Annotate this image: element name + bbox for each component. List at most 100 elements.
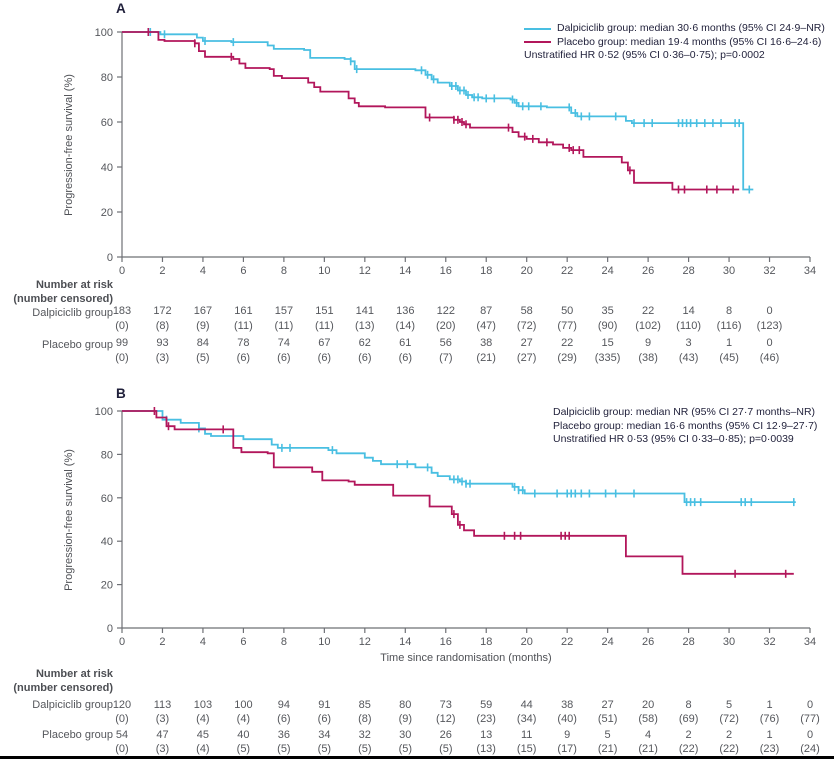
dalpiciclib-censored-value: (69) <box>678 713 699 725</box>
number-censored-label-a: (number censored) <box>13 293 113 305</box>
row-label-placebo-a: Placebo group <box>42 339 113 351</box>
placebo-risk-value: 99 <box>115 337 129 349</box>
placebo-censored-value: (0) <box>115 743 129 755</box>
svg-text:18: 18 <box>480 265 492 277</box>
svg-text:14: 14 <box>399 265 411 277</box>
placebo-risk-value: 78 <box>237 337 250 349</box>
dalpiciclib-censored-value: (102) <box>635 320 661 332</box>
legend-text-placebo: Placebo group: median 19·4 months (95% C… <box>557 35 822 48</box>
dalpiciclib-censored-value: (3) <box>155 713 170 725</box>
dalpiciclib-censored-value: (58) <box>638 713 658 725</box>
placebo-risk-value: 61 <box>399 337 412 349</box>
dalpiciclib-censored-value: (9) <box>398 713 413 725</box>
svg-text:60: 60 <box>101 117 113 129</box>
dalpiciclib-risk-value: 122 <box>436 305 455 317</box>
placebo-censored-value: (5) <box>277 743 291 755</box>
panel-a-label: A <box>116 1 126 16</box>
placebo-censored-value: (6) <box>277 352 291 364</box>
svg-text:20: 20 <box>521 636 533 648</box>
dalpiciclib-censored-value: (23) <box>476 713 496 725</box>
dalpiciclib-risk-value: 113 <box>153 699 172 711</box>
svg-text:14: 14 <box>399 636 411 648</box>
svg-text:34: 34 <box>804 636 816 648</box>
dalpiciclib-censored-value: (123) <box>756 320 783 332</box>
placebo-censored-value: (13) <box>476 743 496 755</box>
number-at-risk-label-b: Number at risk <box>35 668 113 680</box>
dalpiciclib-risk-value: 103 <box>193 699 213 711</box>
dalpiciclib-censored-value: (110) <box>676 320 702 332</box>
dalpiciclib-risk-value: 80 <box>399 699 412 711</box>
panel-b-legend: Dalpiciclib group: median NR (95% CI 27·… <box>553 406 817 447</box>
dalpiciclib-risk-value: 161 <box>234 305 253 317</box>
svg-text:28: 28 <box>682 265 694 277</box>
dalpiciclib-group-curve <box>122 410 796 503</box>
dalpiciclib-risk-value: 136 <box>396 305 415 317</box>
placebo-risk-value: 5 <box>604 729 611 741</box>
legend-text-dalpiciclib: Dalpiciclib group: median 30·6 months (9… <box>557 22 825 34</box>
dalpiciclib-censored-value: (51) <box>597 713 618 725</box>
dalpiciclib-censored-value: (4) <box>236 713 251 725</box>
dalpiciclib-censored-value: (76) <box>759 713 780 725</box>
legend-text-placebo-b: Placebo group: median 16·6 months (95% C… <box>553 419 818 432</box>
legend-text-hr: Unstratified HR 0·52 (95% CI 0·36–0·75);… <box>524 49 765 62</box>
dalpiciclib-risk-value: 91 <box>318 699 331 711</box>
placebo-risk-value: 0 <box>806 729 814 741</box>
placebo-censored-value: (27) <box>516 352 537 364</box>
svg-text:24: 24 <box>602 636 614 648</box>
placebo-risk-value: 74 <box>277 337 291 349</box>
svg-text:60: 60 <box>101 493 113 505</box>
dalpiciclib-risk-value: 151 <box>315 305 334 317</box>
svg-text:30: 30 <box>723 636 735 648</box>
dalpiciclib-censored-value: (13) <box>355 320 375 332</box>
svg-text:2: 2 <box>159 265 165 277</box>
dalpiciclib-risk-value: 35 <box>601 305 614 317</box>
svg-text:32: 32 <box>763 265 775 277</box>
placebo-risk-value: 36 <box>277 729 291 741</box>
row-label-dalpiciclib-a: Dalpiciclib group <box>32 307 113 319</box>
svg-text:8: 8 <box>281 636 287 648</box>
dalpiciclib-censored-value: (72) <box>516 320 537 332</box>
svg-text:26: 26 <box>642 636 654 648</box>
placebo-risk-value: 62 <box>358 337 371 349</box>
placebo-risk-value: 40 <box>237 729 250 741</box>
dalpiciclib-risk-value: 38 <box>561 699 574 711</box>
svg-text:40: 40 <box>101 536 113 548</box>
placebo-risk-value: 1 <box>766 729 773 741</box>
placebo-censored-value: (4) <box>196 743 210 755</box>
svg-text:100: 100 <box>95 27 113 39</box>
placebo-censored-value: (3) <box>155 352 170 364</box>
placebo-censored-value: (0) <box>115 352 129 364</box>
svg-text:24: 24 <box>602 265 614 277</box>
dalpiciclib-risk-value: 27 <box>601 699 614 711</box>
panel-a-legend: Dalpiciclib group: median 30·6 months (9… <box>524 22 825 63</box>
svg-text:28: 28 <box>682 636 694 648</box>
dalpiciclib-risk-value: 5 <box>726 699 733 711</box>
placebo-censored-value: (7) <box>439 352 453 364</box>
placebo-risk-value: 54 <box>115 729 129 741</box>
number-at-risk-label-a: Number at risk <box>35 279 113 291</box>
dalpiciclib-censored-value: (12) <box>436 713 456 725</box>
svg-text:20: 20 <box>101 207 113 219</box>
svg-text:40: 40 <box>101 162 113 174</box>
svg-text:22: 22 <box>561 636 573 648</box>
row-label-placebo-b: Placebo group <box>42 729 113 741</box>
placebo-risk-value: 2 <box>685 729 692 741</box>
dalpiciclib-group-curve <box>122 31 754 191</box>
dalpiciclib-censored-value: (0) <box>115 320 129 332</box>
placebo-risk-value: 9 <box>564 729 571 741</box>
svg-text:80: 80 <box>101 449 113 461</box>
dalpiciclib-risk-value: 58 <box>520 305 533 317</box>
dalpiciclib-risk-value: 183 <box>112 305 132 317</box>
placebo-censored-value: (3) <box>155 743 170 755</box>
svg-text:22: 22 <box>561 265 573 277</box>
placebo-censored-value: (21) <box>597 743 618 755</box>
placebo-risk-value: 0 <box>766 337 773 349</box>
placebo-risk-value: 22 <box>561 337 574 349</box>
placebo-risk-value: 67 <box>318 337 331 349</box>
dalpiciclib-censored-value: (77) <box>800 713 820 725</box>
svg-text:10: 10 <box>318 265 330 277</box>
dalpiciclib-risk-value: 120 <box>112 699 132 711</box>
dalpiciclib-censored-value: (8) <box>358 713 372 725</box>
placebo-risk-value: 84 <box>196 337 210 349</box>
